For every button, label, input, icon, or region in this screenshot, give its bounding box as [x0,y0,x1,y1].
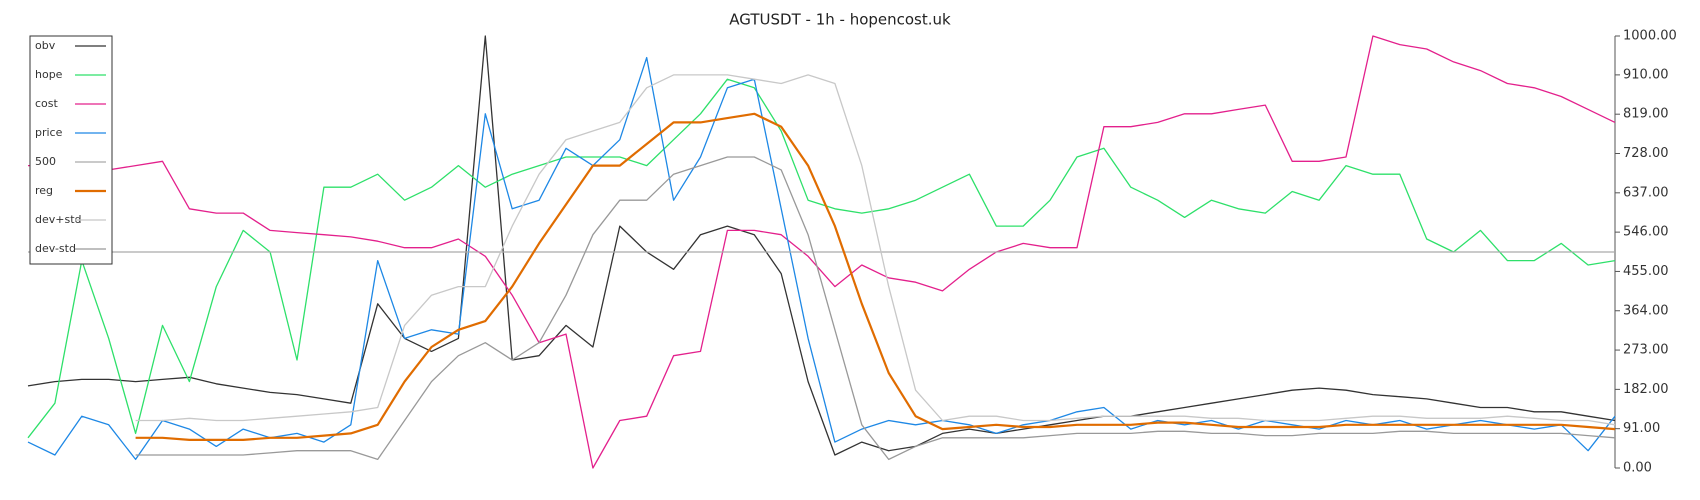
y-tick-label: 1000.00 [1623,29,1677,44]
line-series [135,156,1616,461]
y-tick-label: 455.00 [1623,264,1669,279]
y-tick-label: 728.00 [1623,146,1669,161]
y-tick-label: 910.00 [1623,67,1669,82]
legend-label: price [35,126,63,139]
y-tick-label: 819.00 [1623,107,1669,122]
legend-label: dev-std [35,242,76,255]
legend: obv hope cost price 500 reg dev+std dev-std [29,35,113,265]
legend-label: dev+std [35,213,82,226]
y-tick-label: 91.00 [1623,421,1660,436]
legend-label: obv [35,39,56,52]
line-series [27,35,1616,456]
legend-label: reg [35,184,53,197]
legend-label: 500 [35,155,56,168]
line-series [27,78,1616,439]
line-series [135,112,1616,441]
legend-box [29,35,113,265]
y-tick-label: 364.00 [1623,303,1669,318]
legend-label: hope [35,68,63,81]
y-tick-label: 273.00 [1623,343,1669,358]
y-tick-label: 0.00 [1623,461,1652,476]
y-tick-label: 637.00 [1623,185,1669,200]
legend-label: cost [35,97,59,110]
chart-title: AGTUSDT - 1h - hopencost.uk [729,11,951,29]
line-series [28,35,1616,469]
line-series [27,56,1616,461]
y-tick-label: 546.00 [1623,225,1669,240]
line-series [135,74,1616,426]
y-tick-label: 182.00 [1623,382,1669,397]
